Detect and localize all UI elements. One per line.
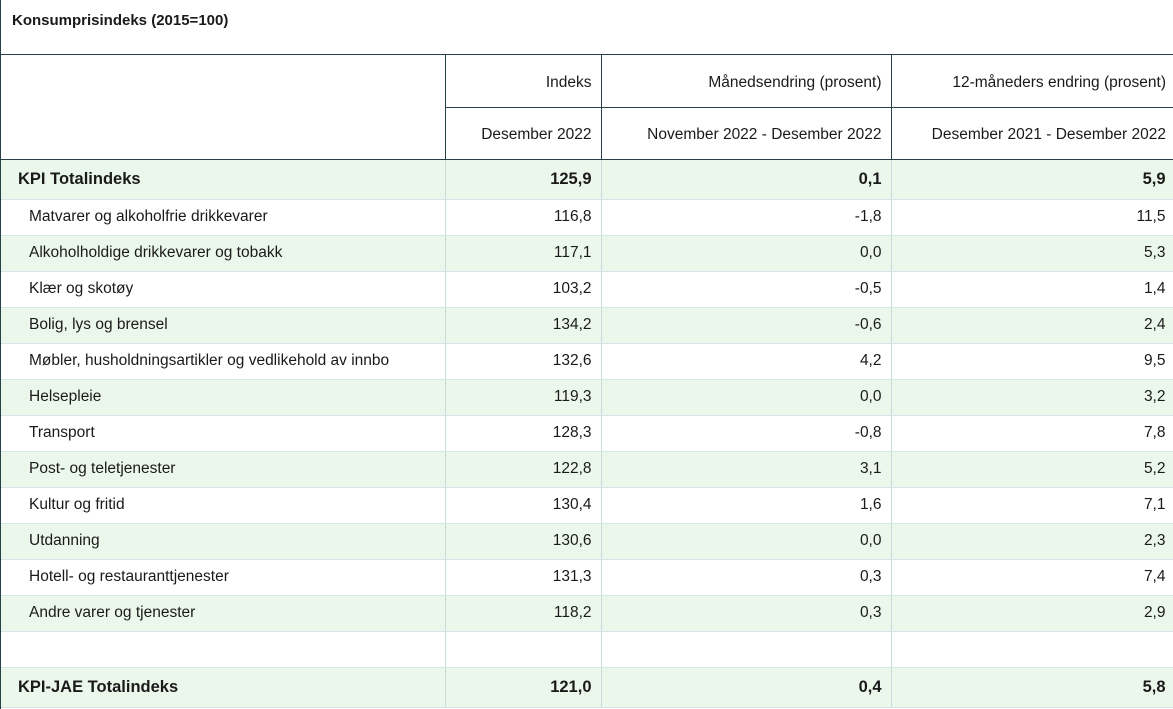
row-label: Transport bbox=[1, 415, 446, 452]
table-row: KPI-JAE Totalindeks 121,0 0,4 5,8 bbox=[1, 667, 1173, 708]
monthly-change-cell: -0,6 bbox=[601, 307, 892, 344]
header-row-measures: Indeks Månedsendring (prosent) 12-månede… bbox=[1, 55, 1173, 160]
table-row: Post- og teletjenester 122,8 3,1 5,2 bbox=[1, 451, 1173, 488]
table-row: Andre varer og tjenester 118,2 0,3 2,9 bbox=[1, 595, 1173, 632]
spacer-cell bbox=[601, 631, 892, 668]
column-header-monthly-change: Månedsendring (prosent) bbox=[601, 55, 892, 108]
column-header-index: Indeks bbox=[445, 55, 602, 108]
row-label: Bolig, lys og brensel bbox=[1, 307, 446, 344]
monthly-change-cell: 0,0 bbox=[601, 235, 892, 272]
annual-change-cell: 7,1 bbox=[891, 487, 1173, 524]
spacer-cell bbox=[1, 631, 446, 668]
index-cell: 132,6 bbox=[445, 343, 602, 380]
table-row: Alkoholholdige drikkevarer og tobakk 117… bbox=[1, 235, 1173, 272]
annual-change-cell: 5,8 bbox=[891, 667, 1173, 708]
row-label: Klær og skotøy bbox=[1, 271, 446, 308]
index-cell: 134,2 bbox=[445, 307, 602, 344]
row-label: KPI Totalindeks bbox=[1, 159, 446, 200]
monthly-change-cell: 0,3 bbox=[601, 559, 892, 596]
stub-header bbox=[1, 55, 446, 160]
annual-change-cell: 7,4 bbox=[891, 559, 1173, 596]
table-row: Transport 128,3 -0,8 7,8 bbox=[1, 415, 1173, 452]
row-label: Post- og teletjenester bbox=[1, 451, 446, 488]
table-row: Bolig, lys og brensel 134,2 -0,6 2,4 bbox=[1, 307, 1173, 344]
row-label: Møbler, husholdningsartikler og vedlikeh… bbox=[1, 343, 446, 380]
annual-change-cell: 5,3 bbox=[891, 235, 1173, 272]
annual-change-cell: 2,4 bbox=[891, 307, 1173, 344]
cpi-table: Indeks Månedsendring (prosent) 12-månede… bbox=[1, 55, 1173, 708]
table-row: Helsepleie 119,3 0,0 3,2 bbox=[1, 379, 1173, 416]
index-cell: 117,1 bbox=[445, 235, 602, 272]
monthly-change-cell: 0,4 bbox=[601, 667, 892, 708]
row-label: Andre varer og tjenester bbox=[1, 595, 446, 632]
spacer-cell bbox=[445, 631, 602, 668]
table-row: Klær og skotøy 103,2 -0,5 1,4 bbox=[1, 271, 1173, 308]
period-header-12-month-change: Desember 2021 - Desember 2022 bbox=[891, 107, 1173, 160]
table-title: Konsumprisindeks (2015=100) bbox=[1, 0, 1173, 55]
annual-change-cell: 2,9 bbox=[891, 595, 1173, 632]
table-row: Matvarer og alkoholfrie drikkevarer 116,… bbox=[1, 199, 1173, 236]
monthly-change-cell: -1,8 bbox=[601, 199, 892, 236]
monthly-change-cell: 0,3 bbox=[601, 595, 892, 632]
row-label: Utdanning bbox=[1, 523, 446, 560]
spacer-row bbox=[1, 631, 1173, 668]
monthly-change-cell: 4,2 bbox=[601, 343, 892, 380]
index-cell: 103,2 bbox=[445, 271, 602, 308]
index-cell: 119,3 bbox=[445, 379, 602, 416]
index-cell: 130,6 bbox=[445, 523, 602, 560]
row-label: Helsepleie bbox=[1, 379, 446, 416]
index-cell: 118,2 bbox=[445, 595, 602, 632]
index-cell: 122,8 bbox=[445, 451, 602, 488]
period-header-monthly-change: November 2022 - Desember 2022 bbox=[601, 107, 892, 160]
monthly-change-cell: 0,0 bbox=[601, 523, 892, 560]
header-row-periods: Desember 2022 November 2022 - Desember 2… bbox=[1, 107, 1173, 160]
period-header-index: Desember 2022 bbox=[445, 107, 602, 160]
index-cell: 116,8 bbox=[445, 199, 602, 236]
monthly-change-cell: 0,0 bbox=[601, 379, 892, 416]
table-row: Utdanning 130,6 0,0 2,3 bbox=[1, 523, 1173, 560]
table-row: Hotell- og restauranttjenester 131,3 0,3… bbox=[1, 559, 1173, 596]
annual-change-cell: 11,5 bbox=[891, 199, 1173, 236]
monthly-change-cell: -0,8 bbox=[601, 415, 892, 452]
index-cell: 121,0 bbox=[445, 667, 602, 708]
monthly-change-cell: 0,1 bbox=[601, 159, 892, 200]
index-cell: 128,3 bbox=[445, 415, 602, 452]
row-label: Hotell- og restauranttjenester bbox=[1, 559, 446, 596]
annual-change-cell: 5,2 bbox=[891, 451, 1173, 488]
row-label: KPI-JAE Totalindeks bbox=[1, 667, 446, 708]
annual-change-cell: 5,9 bbox=[891, 159, 1173, 200]
monthly-change-cell: 1,6 bbox=[601, 487, 892, 524]
annual-change-cell: 7,8 bbox=[891, 415, 1173, 452]
index-cell: 130,4 bbox=[445, 487, 602, 524]
column-header-12-month-change: 12-måneders endring (prosent) bbox=[891, 55, 1173, 108]
monthly-change-cell: 3,1 bbox=[601, 451, 892, 488]
index-cell: 131,3 bbox=[445, 559, 602, 596]
annual-change-cell: 3,2 bbox=[891, 379, 1173, 416]
annual-change-cell: 1,4 bbox=[891, 271, 1173, 308]
annual-change-cell: 9,5 bbox=[891, 343, 1173, 380]
spacer-cell bbox=[891, 631, 1173, 668]
table-row: Kultur og fritid 130,4 1,6 7,1 bbox=[1, 487, 1173, 524]
row-label: Matvarer og alkoholfrie drikkevarer bbox=[1, 199, 446, 236]
monthly-change-cell: -0,5 bbox=[601, 271, 892, 308]
index-cell: 125,9 bbox=[445, 159, 602, 200]
annual-change-cell: 2,3 bbox=[891, 523, 1173, 560]
table-row: Møbler, husholdningsartikler og vedlikeh… bbox=[1, 343, 1173, 380]
row-label: Kultur og fritid bbox=[1, 487, 446, 524]
row-label: Alkoholholdige drikkevarer og tobakk bbox=[1, 235, 446, 272]
table-row: KPI Totalindeks 125,9 0,1 5,9 bbox=[1, 159, 1173, 200]
